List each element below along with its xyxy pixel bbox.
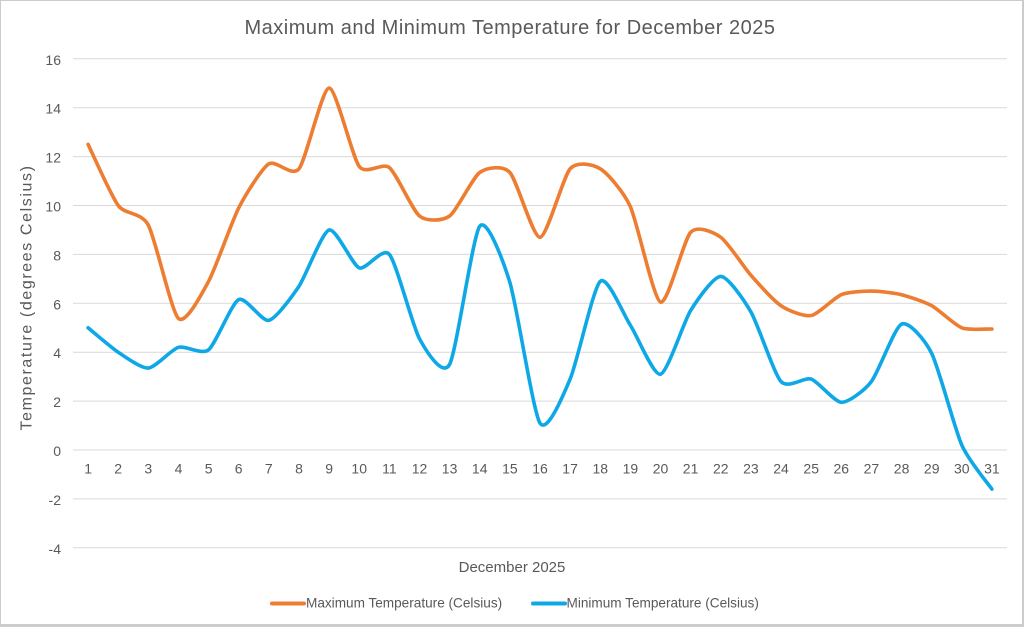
- svg-text:13: 13: [442, 460, 458, 476]
- svg-text:20: 20: [653, 460, 669, 476]
- svg-text:11: 11: [382, 460, 397, 476]
- svg-text:8: 8: [295, 460, 303, 476]
- svg-text:3: 3: [144, 460, 152, 476]
- svg-text:31: 31: [984, 460, 1000, 476]
- svg-text:-2: -2: [49, 492, 62, 508]
- svg-text:Temperature (degrees Celsius): Temperature (degrees Celsius): [19, 164, 36, 430]
- svg-text:16: 16: [532, 460, 548, 476]
- svg-text:26: 26: [834, 460, 850, 476]
- svg-text:7: 7: [265, 460, 273, 476]
- svg-text:27: 27: [864, 460, 880, 476]
- svg-text:14: 14: [45, 101, 61, 117]
- svg-text:22: 22: [713, 460, 729, 476]
- svg-text:-4: -4: [49, 541, 62, 557]
- svg-text:19: 19: [623, 460, 639, 476]
- svg-text:12: 12: [412, 460, 428, 476]
- svg-text:17: 17: [562, 460, 578, 476]
- svg-text:18: 18: [593, 460, 609, 476]
- svg-text:28: 28: [894, 460, 910, 476]
- svg-text:Maximum and Minimum Temperatur: Maximum and Minimum Temperature for Dece…: [245, 17, 776, 39]
- svg-text:14: 14: [472, 460, 488, 476]
- svg-text:4: 4: [175, 460, 183, 476]
- svg-text:12: 12: [45, 150, 61, 166]
- svg-text:December 2025: December 2025: [459, 559, 566, 576]
- svg-text:Maximum Temperature (Celsius): Maximum Temperature (Celsius): [306, 595, 502, 610]
- svg-text:2: 2: [53, 394, 61, 410]
- svg-text:16: 16: [45, 52, 61, 68]
- svg-text:23: 23: [743, 460, 759, 476]
- svg-text:25: 25: [803, 460, 819, 476]
- svg-text:2: 2: [114, 460, 122, 476]
- svg-text:Minimum Temperature (Celsius): Minimum Temperature (Celsius): [567, 595, 759, 610]
- svg-text:29: 29: [924, 460, 940, 476]
- svg-text:21: 21: [683, 460, 699, 476]
- svg-text:24: 24: [773, 460, 789, 476]
- svg-text:9: 9: [325, 460, 333, 476]
- svg-text:10: 10: [45, 199, 61, 215]
- svg-text:6: 6: [235, 460, 243, 476]
- svg-text:5: 5: [205, 460, 213, 476]
- svg-text:30: 30: [954, 460, 970, 476]
- svg-text:8: 8: [53, 247, 61, 263]
- svg-text:10: 10: [351, 460, 367, 476]
- svg-text:1: 1: [84, 460, 92, 476]
- svg-text:15: 15: [502, 460, 518, 476]
- svg-text:0: 0: [53, 443, 61, 459]
- svg-text:6: 6: [53, 296, 61, 312]
- svg-text:4: 4: [53, 345, 61, 361]
